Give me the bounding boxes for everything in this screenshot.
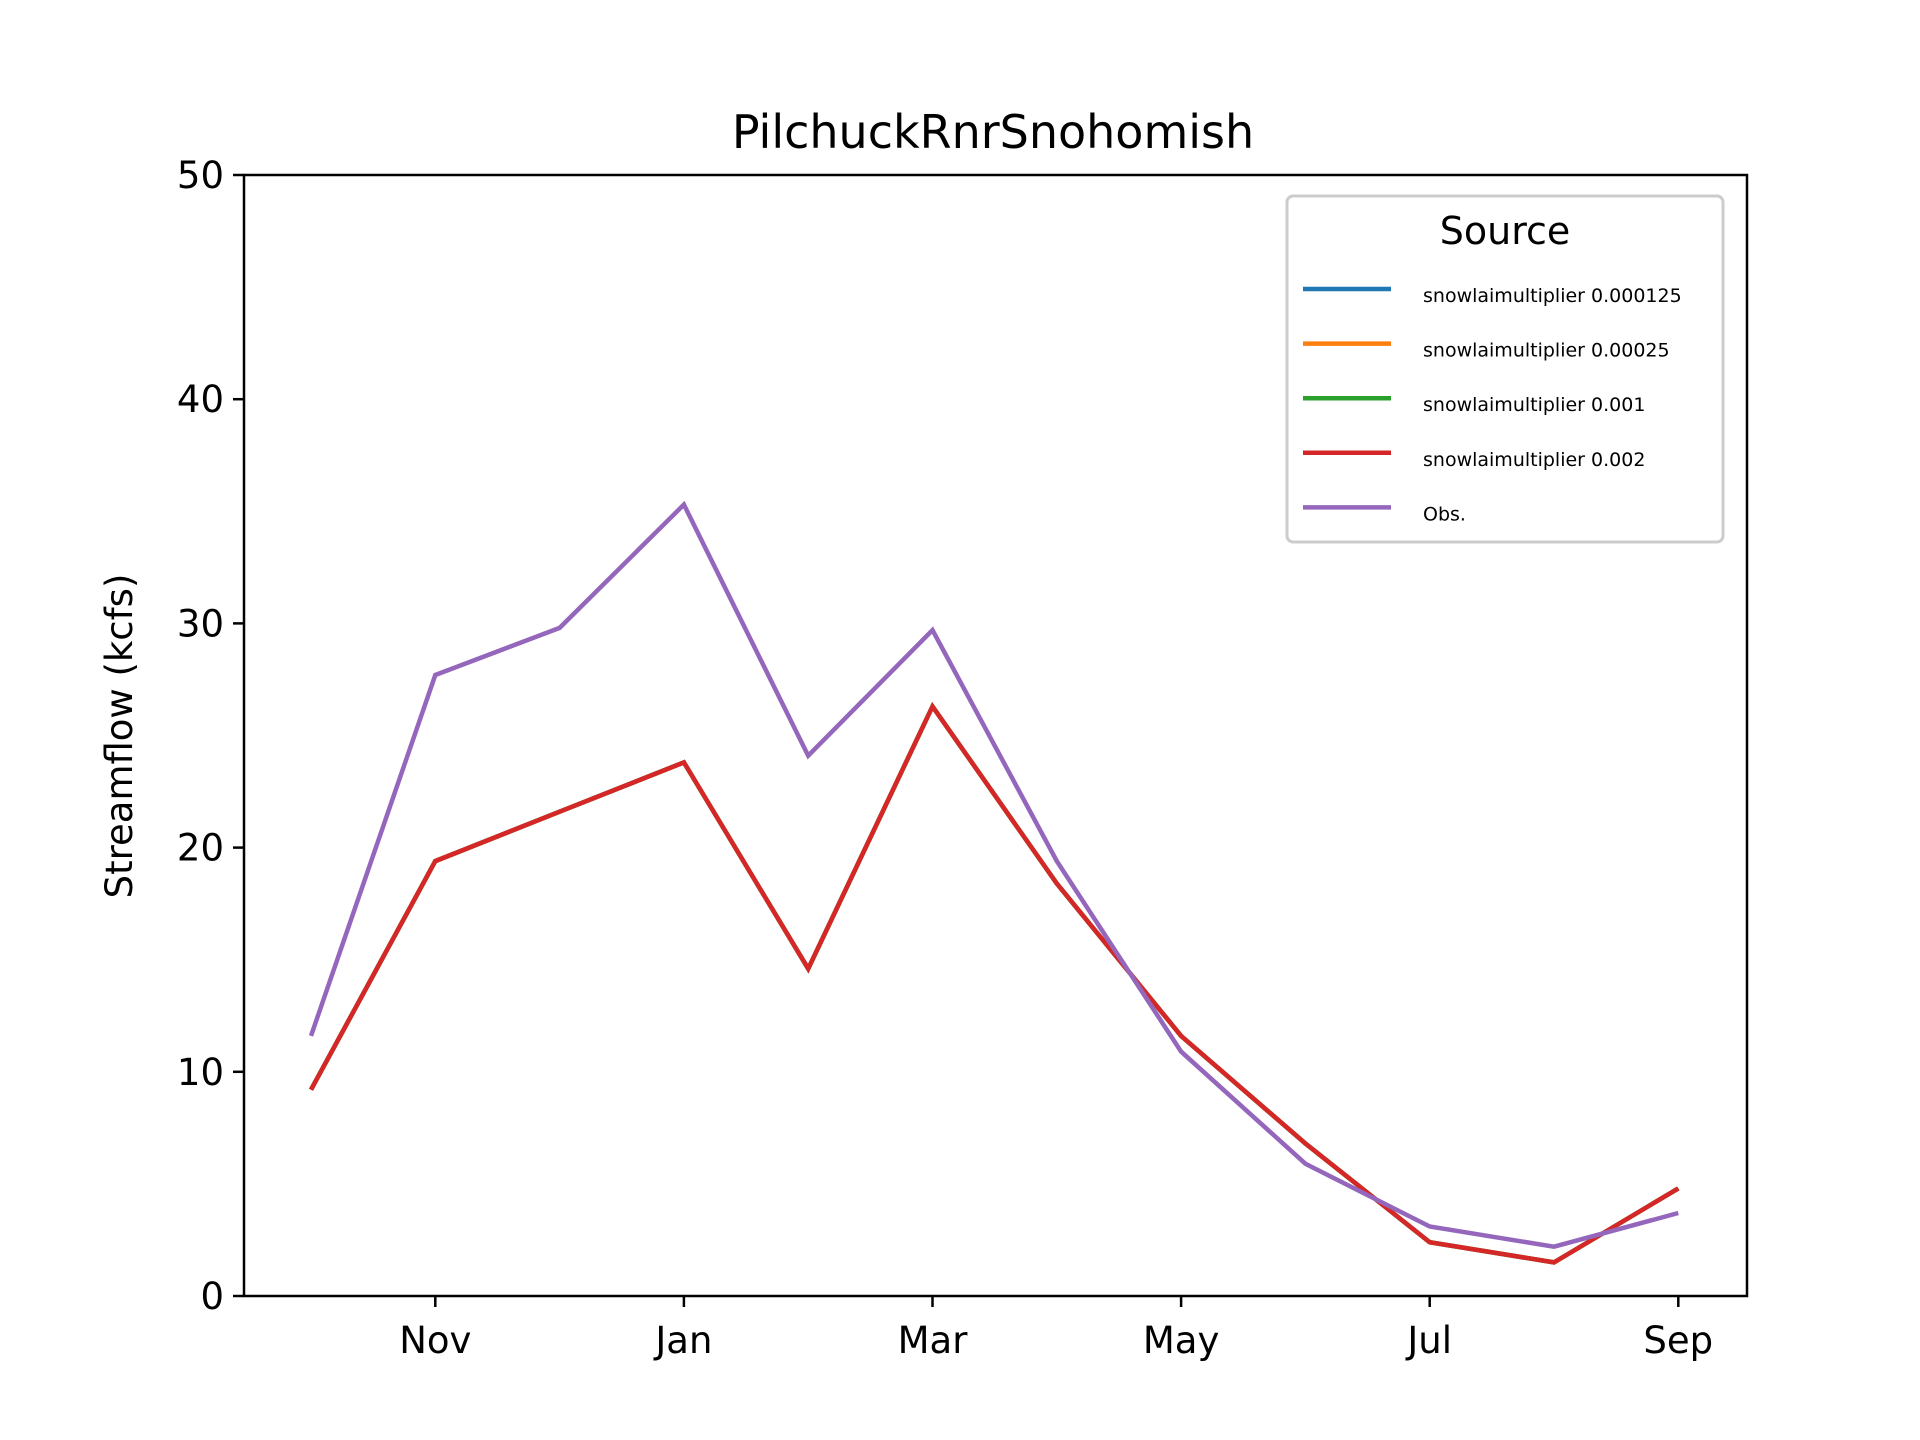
series-line-3 — [309, 701, 1680, 1265]
series-line-4 — [308, 500, 1679, 1249]
x-tick-label: Nov — [399, 1319, 471, 1362]
x-tick-label: May — [1143, 1319, 1220, 1362]
legend-label: snowlaimultiplier 0.001 — [1423, 394, 1645, 416]
x-axis: Nov Jan Mar May Jul Sep — [399, 1296, 1713, 1362]
x-tick-label: Jul — [1405, 1319, 1452, 1362]
plot-frame — [242, 173, 1749, 1298]
y-tick-label: 40 — [177, 378, 224, 421]
y-tick-label: 50 — [177, 154, 224, 197]
legend-entries: snowlaimultiplier 0.000125 snowlaimultipl… — [1303, 285, 1682, 525]
y-tick-label: 10 — [177, 1051, 224, 1094]
legend-label: snowlaimultiplier 0.002 — [1423, 449, 1645, 471]
series-layer — [308, 500, 1680, 1265]
legend-box — [1285, 194, 1725, 544]
legend-title: Source — [1440, 209, 1571, 253]
y-axis-label: Streamflow (kcfs) — [98, 574, 141, 899]
legend-label: Obs. — [1423, 503, 1466, 525]
chart-title: PilchuckRnrSnohomish — [732, 105, 1254, 159]
legend-label: snowlaimultiplier 0.000125 — [1423, 285, 1682, 307]
y-axis: 0 10 20 30 40 50 — [177, 154, 244, 1318]
x-tick-label: Sep — [1643, 1319, 1713, 1362]
x-tick-label: Jan — [653, 1319, 712, 1362]
legend-label: snowlaimultiplier 0.00025 — [1423, 340, 1670, 362]
legend: Source snowlaimultiplier 0.000125snowlai… — [1285, 194, 1725, 544]
y-tick-label: 30 — [177, 602, 224, 645]
y-tick-label: 20 — [177, 827, 224, 870]
x-tick-label: Mar — [898, 1319, 969, 1362]
y-tick-label: 0 — [200, 1275, 224, 1318]
